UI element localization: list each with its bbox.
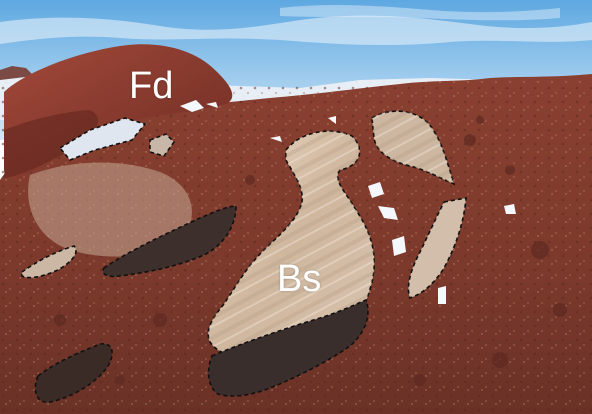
dark-band-bottom-left bbox=[34, 342, 113, 403]
ice-patch-1 bbox=[58, 117, 147, 161]
narrow-vein bbox=[407, 197, 467, 299]
clouds bbox=[0, 15, 592, 46]
ice-patch-2 bbox=[149, 133, 176, 157]
bs-banding bbox=[208, 131, 375, 359]
unit-label-fd: Fd bbox=[129, 65, 174, 107]
dark-band-lower bbox=[207, 298, 369, 397]
distant-ridge bbox=[0, 66, 34, 80]
dark-band-mid bbox=[102, 205, 237, 278]
light-sliver-left bbox=[21, 245, 77, 279]
unit-label-bs: Bs bbox=[277, 258, 322, 300]
clouds-2 bbox=[280, 4, 560, 21]
scree-light bbox=[28, 162, 192, 257]
fd-shadow bbox=[4, 110, 99, 178]
boulders bbox=[54, 116, 567, 386]
upper-right-band bbox=[372, 111, 454, 184]
